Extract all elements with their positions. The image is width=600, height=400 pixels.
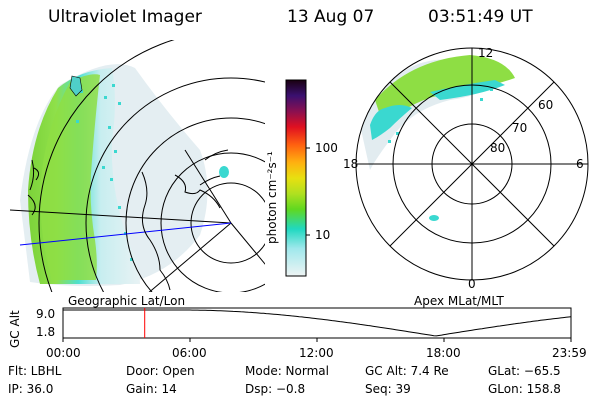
altitude-curve <box>63 309 572 337</box>
polar-grid <box>355 47 589 281</box>
time-label: 03:51:49 UT <box>428 7 533 27</box>
info-mode: Mode: Normal <box>245 364 329 378</box>
lat-label-60: 60 <box>538 98 554 112</box>
timeline-ticks <box>62 338 572 342</box>
mlt-label-6: 6 <box>576 157 584 171</box>
left-panel-label: Geographic Lat/Lon <box>68 294 186 308</box>
lat-label-70: 70 <box>512 121 528 135</box>
mlt-label-0: 0 <box>468 277 476 291</box>
blue-meridian <box>19 222 232 246</box>
lat-label-80: 80 <box>490 141 506 155</box>
right-panel-label: Apex MLat/MLT <box>414 294 504 308</box>
mlt-label-18: 18 <box>343 157 359 171</box>
timeline-ylabel: GC Alt <box>8 310 22 348</box>
info-seq: Seq: 39 <box>365 382 411 396</box>
info-flt: Flt: LBHL <box>8 364 62 378</box>
geographic-image <box>10 40 265 292</box>
aurora-image-area <box>10 40 265 292</box>
timeline-xtick-2: 12:00 <box>299 346 334 360</box>
colorbar-unit-label: photon cm⁻²s⁻¹ <box>265 151 279 244</box>
timeline-xtick-0: 00:00 <box>46 346 81 360</box>
altitude-timeline <box>62 307 572 342</box>
mlt-label-12: 12 <box>478 46 494 60</box>
instrument-title: Ultraviolet Imager <box>48 7 202 27</box>
colorbar <box>285 79 310 277</box>
timeline-xtick-3: 18:00 <box>426 346 461 360</box>
info-ip: IP: 36.0 <box>8 382 54 396</box>
colorbar-tick-10: 10 <box>315 228 331 242</box>
info-door: Door: Open <box>126 364 195 378</box>
timeline-ytick-high: 9.0 <box>36 307 56 321</box>
colorbar-tick-100: 100 <box>315 141 338 155</box>
info-glat: GLat: −65.5 <box>488 364 561 378</box>
timeline-xtick-1: 06:00 <box>172 346 207 360</box>
info-gc-alt: GC Alt: 7.4 Re <box>365 364 449 378</box>
timeline-xtick-4: 23:59 <box>552 346 587 360</box>
meridian-lines <box>10 149 265 292</box>
latitude-circles <box>38 40 265 292</box>
coastline <box>27 149 229 291</box>
date-label: 13 Aug 07 <box>287 7 375 27</box>
info-glon: GLon: 158.8 <box>488 382 561 396</box>
info-gain: Gain: 14 <box>126 382 177 396</box>
timeline-ytick-low: 1.8 <box>36 325 56 339</box>
polar-plot <box>355 47 589 281</box>
info-dsp: Dsp: −0.8 <box>245 382 306 396</box>
